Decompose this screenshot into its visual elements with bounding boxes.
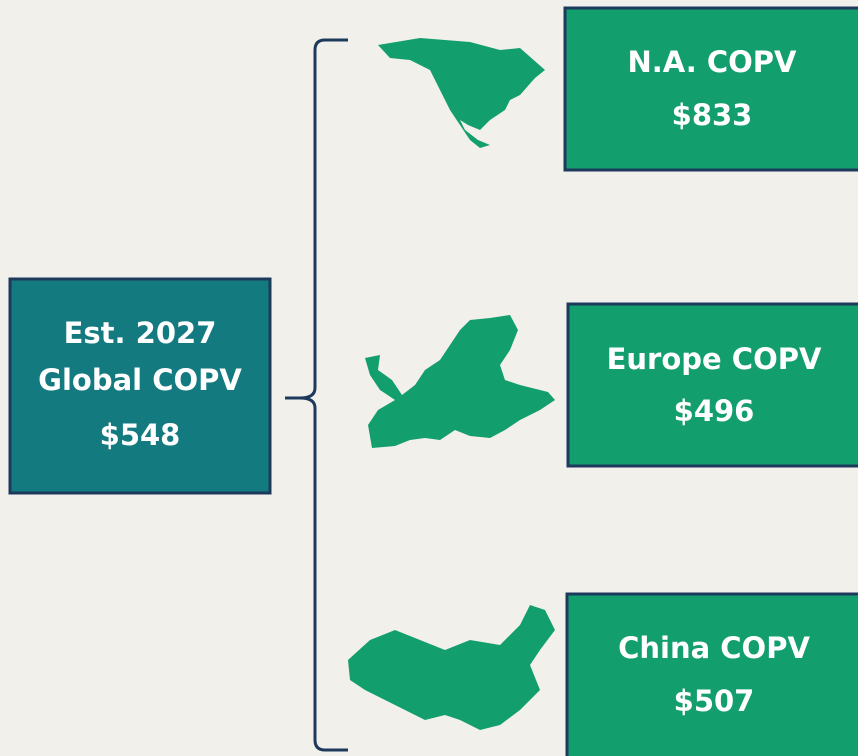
target-box [566,302,858,468]
target-box [565,592,858,756]
brace [285,38,348,752]
europe-map [365,315,555,448]
target-label: Europe COPV [607,342,822,376]
target-label: N.A. COPV [627,45,797,79]
source-box [8,277,272,495]
target-value: $833 [672,98,753,132]
target-value: $496 [674,394,755,428]
source-line: Est. 2027 [64,316,217,350]
source-value: $548 [100,418,181,452]
north-america-map [378,38,545,148]
source-line: Global COPV [38,363,242,397]
china-map [348,605,555,730]
target-label: China COPV [618,631,810,665]
target-value: $507 [674,684,755,718]
target-box [563,6,858,172]
